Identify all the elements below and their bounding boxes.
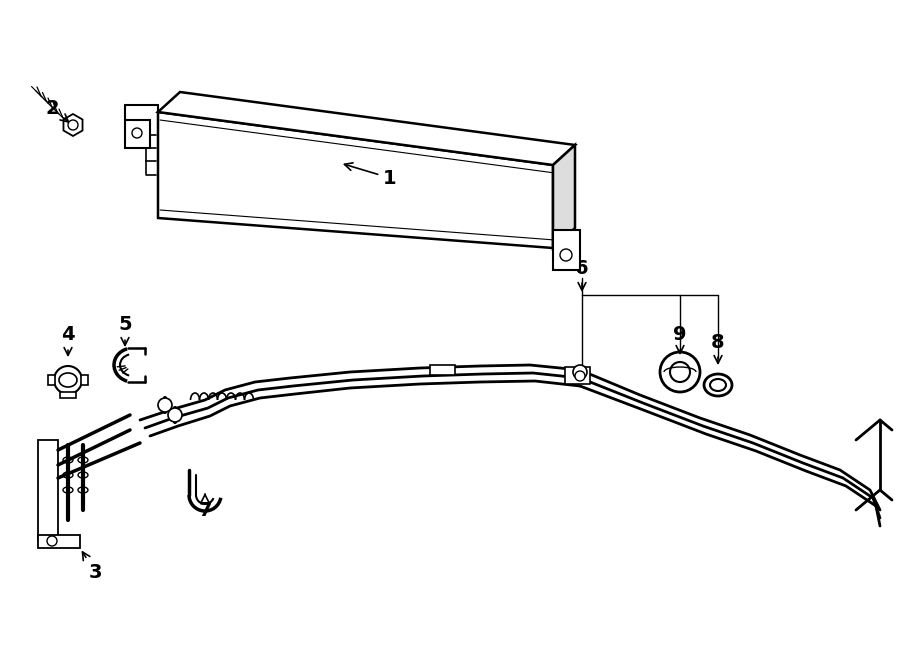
Text: 1: 1 [345, 163, 397, 188]
Text: 6: 6 [575, 258, 589, 290]
Polygon shape [125, 120, 150, 148]
Circle shape [54, 366, 82, 394]
Text: 9: 9 [673, 325, 687, 354]
Circle shape [670, 362, 690, 382]
Polygon shape [60, 392, 76, 398]
Text: 7: 7 [198, 494, 212, 520]
Polygon shape [158, 112, 553, 248]
Polygon shape [81, 375, 88, 385]
Circle shape [68, 120, 78, 130]
Circle shape [132, 128, 142, 138]
Text: 4: 4 [61, 325, 75, 356]
Ellipse shape [704, 374, 732, 396]
Circle shape [47, 536, 57, 546]
Ellipse shape [710, 379, 726, 391]
Polygon shape [64, 114, 83, 136]
Circle shape [168, 408, 182, 422]
Text: 8: 8 [711, 332, 724, 364]
Text: 2: 2 [45, 98, 68, 122]
Circle shape [660, 352, 700, 392]
Polygon shape [38, 535, 80, 548]
Polygon shape [158, 92, 575, 165]
Polygon shape [553, 145, 575, 248]
Circle shape [560, 249, 572, 261]
Polygon shape [48, 375, 55, 385]
Circle shape [575, 371, 585, 381]
Polygon shape [38, 440, 58, 540]
Text: 5: 5 [118, 315, 131, 345]
Polygon shape [565, 367, 590, 384]
Circle shape [573, 365, 587, 379]
Circle shape [158, 398, 172, 412]
Polygon shape [430, 365, 455, 375]
Text: 3: 3 [83, 552, 102, 582]
Polygon shape [553, 230, 580, 270]
